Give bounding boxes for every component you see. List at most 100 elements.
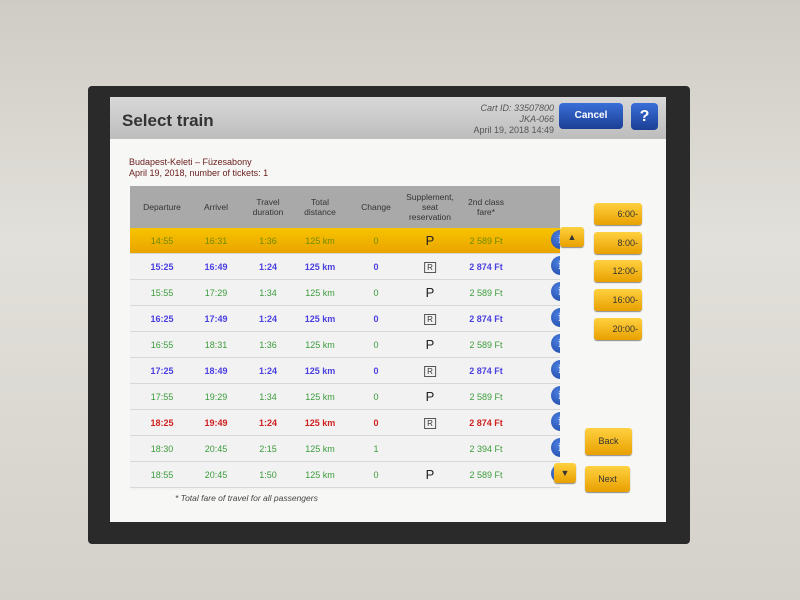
info-icon[interactable]: i	[551, 386, 560, 405]
cell-arrival: 19:29	[204, 392, 228, 402]
table-row[interactable]: 17:25 18:49 1:24 125 km 0 R 2 874 Ft i	[130, 358, 560, 384]
cell-supplement: P	[425, 285, 435, 300]
table-header: Departure Arrivel Travel duration Total …	[130, 186, 560, 228]
cell-distance: 125 km	[304, 366, 336, 376]
cell-fare: 2 589 Ft	[469, 288, 503, 298]
cell-arrival: 18:49	[204, 366, 228, 376]
cell-change: 0	[373, 262, 379, 272]
info-icon[interactable]: i	[551, 256, 560, 275]
cell-fare: 2 874 Ft	[469, 314, 503, 324]
cell-distance: 125 km	[305, 340, 335, 350]
cell-duration: 1:24	[258, 418, 278, 428]
route-info: Budapest-Keleti – Füzesabony April 19, 2…	[129, 157, 268, 179]
col-fare: 2nd class fare*	[468, 197, 504, 217]
cell-departure: 17:25	[150, 366, 174, 376]
cell-departure: 18:30	[150, 444, 174, 454]
info-icon[interactable]: i	[551, 360, 560, 379]
cell-distance: 125 km	[305, 288, 335, 298]
cell-duration: 1:50	[259, 470, 277, 480]
cell-fare: 2 394 Ft	[469, 444, 503, 454]
cell-fare: 2 589 Ft	[469, 236, 503, 246]
cell-duration: 1:24	[258, 366, 278, 376]
table-row[interactable]: 16:55 18:31 1:36 125 km 0 P 2 589 Ft i	[130, 332, 560, 358]
cell-departure: 15:55	[150, 288, 174, 298]
cell-departure: 14:55	[150, 236, 174, 246]
header-bar: Select train Cart ID: 33507800 JKA-066 A…	[110, 97, 666, 139]
cell-supplement: R	[424, 418, 436, 429]
cell-distance: 125 km	[304, 418, 336, 428]
info-icon[interactable]: i	[551, 230, 560, 249]
col-arrival: Arrivel	[203, 202, 229, 212]
cart-id: Cart ID: 33507800	[480, 103, 554, 113]
cell-fare: 2 874 Ft	[469, 366, 503, 376]
cell-supplement: R	[424, 366, 436, 377]
cell-supplement: R	[424, 314, 436, 325]
terminal-id: JKA-066	[519, 114, 554, 124]
help-button[interactable]: ?	[631, 103, 658, 130]
table-row[interactable]: 18:25 19:49 1:24 125 km 0 R 2 874 Ft i	[130, 410, 560, 436]
time-filter-button[interactable]: 8:00-	[594, 232, 642, 254]
cell-duration: 1:34	[259, 288, 277, 298]
cell-change: 0	[373, 314, 379, 324]
cell-departure: 18:55	[150, 470, 174, 480]
cell-fare: 2 589 Ft	[469, 470, 503, 480]
back-button[interactable]: Back	[585, 428, 632, 455]
time-filter-button[interactable]: 12:00-	[594, 260, 642, 282]
table-row[interactable]: 15:25 16:49 1:24 125 km 0 R 2 874 Ft i	[130, 254, 560, 280]
cell-fare: 2 874 Ft	[469, 262, 503, 272]
table-row[interactable]: 17:55 19:29 1:34 125 km 0 P 2 589 Ft i	[130, 384, 560, 410]
col-distance: Total distance	[304, 197, 336, 217]
table-row[interactable]: 16:25 17:49 1:24 125 km 0 R 2 874 Ft i	[130, 306, 560, 332]
scroll-up-button[interactable]: ▲	[560, 227, 584, 247]
info-icon[interactable]: i	[551, 282, 560, 301]
cell-arrival: 16:31	[204, 236, 228, 246]
col-change: Change	[361, 202, 391, 212]
cell-change: 0	[373, 340, 379, 350]
col-supplement: Supplement, seat reservation	[406, 192, 454, 222]
cell-change: 1	[373, 444, 379, 454]
cell-supplement: P	[425, 389, 435, 404]
route-details: April 19, 2018, number of tickets: 1	[129, 168, 269, 178]
table-body: 14:55 16:31 1:36 125 km 0 P 2 589 Ft i 15:25 16:4…	[130, 228, 560, 490]
cell-arrival: 17:49	[204, 314, 228, 324]
cell-duration: 1:24	[258, 262, 278, 272]
time-filter-button[interactable]: 16:00-	[594, 289, 642, 311]
cell-arrival: 16:49	[204, 262, 228, 272]
cancel-button[interactable]: Cancel	[559, 103, 623, 129]
train-table: Departure Arrivel Travel duration Total …	[130, 186, 560, 490]
table-row[interactable]: 18:30 20:45 2:15 125 km 1 2 394 Ft i	[130, 436, 560, 462]
route-stations: Budapest-Keleti – Füzesabony	[129, 157, 252, 167]
col-duration: Travel duration	[252, 197, 284, 217]
cell-arrival: 18:31	[204, 340, 228, 350]
next-button[interactable]: Next	[585, 466, 630, 492]
cell-fare: 2 874 Ft	[469, 418, 503, 428]
cell-supplement: P	[425, 233, 435, 248]
cell-supplement: P	[425, 337, 435, 352]
cell-departure: 15:25	[150, 262, 174, 272]
cell-change: 0	[373, 236, 379, 246]
scroll-down-button[interactable]: ▼	[554, 463, 576, 483]
table-row[interactable]: 14:55 16:31 1:36 125 km 0 P 2 589 Ft i	[130, 228, 560, 254]
cell-departure: 17:55	[150, 392, 174, 402]
cell-change: 0	[373, 288, 379, 298]
info-icon[interactable]: i	[551, 334, 560, 353]
info-icon[interactable]: i	[551, 438, 560, 457]
footnote: * Total fare of travel for all passenger…	[175, 493, 318, 503]
time-filter-button[interactable]: 6:00-	[594, 203, 642, 225]
cell-arrival: 17:29	[204, 288, 228, 298]
cell-departure: 16:25	[150, 314, 174, 324]
table-row[interactable]: 15:55 17:29 1:34 125 km 0 P 2 589 Ft i	[130, 280, 560, 306]
cell-arrival: 20:45	[204, 470, 228, 480]
info-icon[interactable]: i	[551, 308, 560, 327]
time-filter-button[interactable]: 20:00-	[594, 318, 642, 340]
cell-distance: 125 km	[305, 444, 335, 454]
info-icon[interactable]: i	[551, 412, 560, 431]
cell-distance: 125 km	[305, 392, 335, 402]
cell-distance: 125 km	[305, 470, 335, 480]
cell-distance: 125 km	[304, 262, 336, 272]
datetime: April 19, 2018 14:49	[473, 125, 554, 135]
cell-duration: 1:24	[258, 314, 278, 324]
cell-distance: 125 km	[305, 236, 335, 246]
